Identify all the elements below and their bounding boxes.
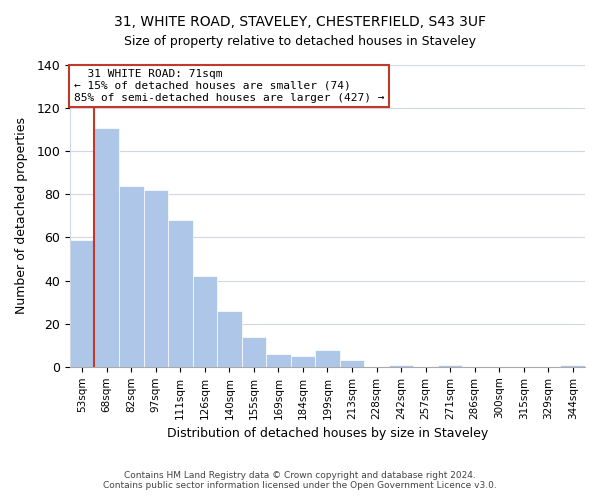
Bar bbox=[143, 190, 168, 367]
Text: 31, WHITE ROAD, STAVELEY, CHESTERFIELD, S43 3UF: 31, WHITE ROAD, STAVELEY, CHESTERFIELD, … bbox=[114, 15, 486, 29]
Bar bbox=[94, 128, 119, 367]
Y-axis label: Number of detached properties: Number of detached properties bbox=[15, 118, 28, 314]
Bar bbox=[193, 276, 217, 367]
Bar bbox=[438, 364, 463, 367]
Bar bbox=[560, 364, 585, 367]
Text: Contains HM Land Registry data © Crown copyright and database right 2024.
Contai: Contains HM Land Registry data © Crown c… bbox=[103, 470, 497, 490]
Bar bbox=[340, 360, 364, 367]
Bar bbox=[70, 240, 94, 367]
Bar bbox=[168, 220, 193, 367]
Bar bbox=[119, 186, 143, 367]
Bar bbox=[315, 350, 340, 367]
Bar bbox=[242, 336, 266, 367]
Text: 31 WHITE ROAD: 71sqm
← 15% of detached houses are smaller (74)
85% of semi-detac: 31 WHITE ROAD: 71sqm ← 15% of detached h… bbox=[74, 70, 384, 102]
Text: Size of property relative to detached houses in Staveley: Size of property relative to detached ho… bbox=[124, 35, 476, 48]
Bar bbox=[389, 364, 413, 367]
Bar bbox=[266, 354, 290, 367]
Bar bbox=[217, 311, 242, 367]
Bar bbox=[290, 356, 315, 367]
X-axis label: Distribution of detached houses by size in Staveley: Distribution of detached houses by size … bbox=[167, 427, 488, 440]
